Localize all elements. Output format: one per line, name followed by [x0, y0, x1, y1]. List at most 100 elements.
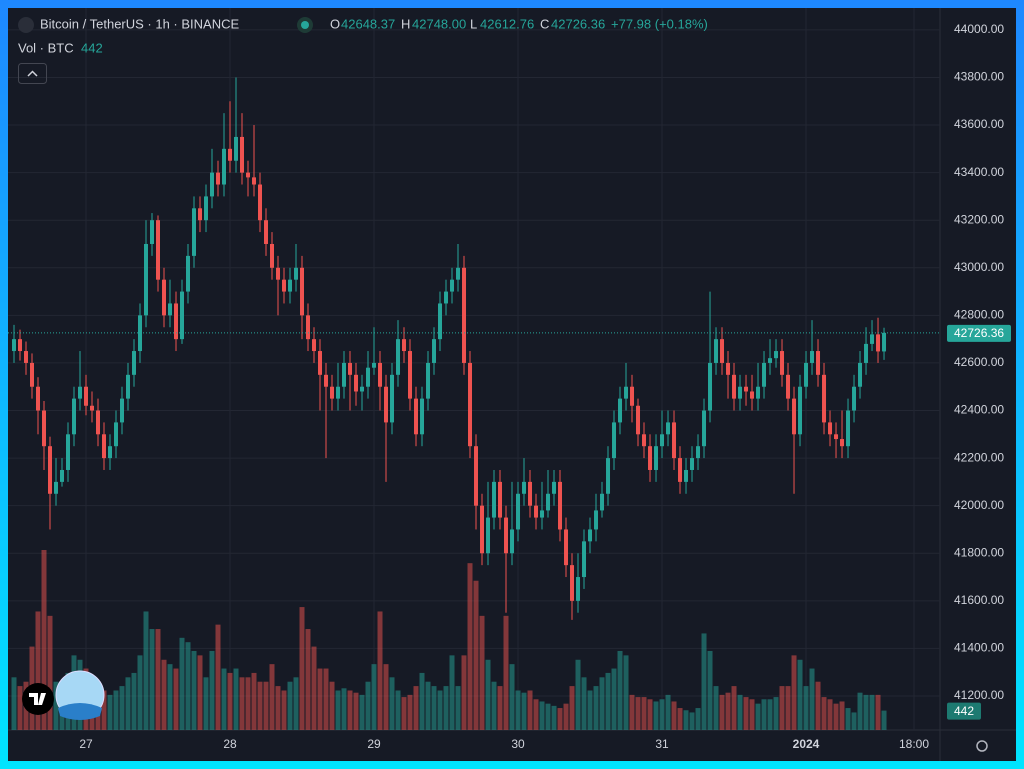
volume-bar	[17, 686, 23, 730]
volume-bar	[479, 615, 485, 730]
volume-bar	[797, 659, 803, 730]
y-tick-label: 41200.00	[954, 688, 1004, 702]
volume-legend-value: 442	[81, 40, 103, 55]
candle-body	[240, 136, 245, 173]
candle-body	[492, 481, 497, 518]
candle-body	[246, 172, 251, 178]
candle-body	[72, 398, 77, 435]
candle-body	[600, 493, 605, 511]
chart: 41200.00 41400.00 41600.00 41800.00 42000.00…	[8, 8, 1016, 761]
candle-body	[450, 279, 455, 292]
candle-body	[144, 243, 149, 316]
candle-body	[708, 362, 713, 411]
candle-body	[360, 386, 365, 392]
volume-bar	[719, 694, 725, 730]
x-tick-label: 30	[511, 737, 525, 751]
volume-bar	[689, 712, 695, 730]
candle-body	[672, 422, 677, 459]
candle-body	[126, 374, 131, 399]
candle-body	[36, 386, 41, 411]
volume-bar	[305, 629, 311, 730]
candle-body	[684, 469, 689, 482]
volume-bar	[863, 694, 869, 730]
volume-bar	[515, 690, 521, 730]
candle-body	[18, 339, 23, 352]
legend-value: 42648.37	[341, 16, 395, 31]
candle-body	[354, 374, 359, 392]
collapse-button[interactable]	[18, 63, 47, 84]
candle-body	[276, 267, 281, 280]
volume-bar	[545, 703, 551, 730]
candle-body	[726, 362, 731, 375]
candle-body	[630, 386, 635, 406]
legend-key: H	[401, 16, 410, 31]
volume-bar	[341, 688, 347, 730]
volume-bar	[521, 692, 527, 730]
candle-body	[270, 243, 275, 268]
symbol-title: Bitcoin / TetherUS · 1h · BINANCE	[40, 16, 239, 31]
x-tick-label: 18:00	[899, 737, 929, 751]
candle-body	[534, 505, 539, 518]
volume-bar	[125, 677, 131, 730]
volume-bar	[683, 710, 689, 730]
volume-bar	[533, 699, 539, 730]
volume-bar	[359, 694, 365, 730]
y-tick-label: 42800.00	[954, 308, 1004, 322]
volume-bar	[827, 699, 833, 730]
y-tick-label: 43600.00	[954, 117, 1004, 131]
volume-bar	[389, 677, 395, 730]
volume-bar	[575, 659, 581, 730]
candle-body	[54, 481, 59, 494]
volume-bar	[731, 686, 737, 730]
candle-body	[114, 422, 119, 447]
y-tick-label: 42400.00	[954, 403, 1004, 417]
candle-body	[564, 529, 569, 566]
candle-body	[792, 398, 797, 435]
candle-body	[462, 267, 467, 363]
candle-body	[876, 334, 881, 352]
candle-body	[408, 351, 413, 399]
legend-key: C	[540, 16, 549, 31]
symbol-icon	[18, 17, 34, 33]
candle-body	[822, 374, 827, 423]
candle-body	[738, 386, 743, 399]
volume-bar	[491, 681, 497, 730]
candle-body	[840, 439, 845, 447]
legend-change: +77.98 (+0.18%)	[611, 16, 708, 31]
candle-body	[834, 434, 839, 440]
candle-body	[294, 267, 299, 280]
candle-body	[768, 358, 773, 363]
y-tick-label: 42600.00	[954, 355, 1004, 369]
candle-body	[48, 446, 53, 494]
volume-bar	[311, 646, 317, 730]
candle-body	[162, 279, 167, 316]
volume-bar	[119, 686, 125, 730]
candle-body	[702, 410, 707, 447]
candle-body	[264, 220, 269, 244]
volume-bar	[875, 694, 881, 730]
volume-bar	[371, 664, 377, 730]
x-tick-label: 28	[223, 737, 237, 751]
candle-body	[12, 339, 17, 352]
volume-bar	[347, 690, 353, 730]
candle-body	[588, 529, 593, 542]
candle-body	[816, 351, 821, 375]
candle-body	[444, 291, 449, 304]
volume-bar	[809, 668, 815, 730]
volume-bar	[113, 690, 119, 730]
candle-body	[234, 136, 239, 161]
candle-body	[696, 446, 701, 459]
volume-bar	[461, 655, 467, 730]
volume-bar	[857, 692, 863, 730]
candle-body	[30, 362, 35, 387]
candle-body	[24, 351, 29, 363]
volume-bar	[593, 686, 599, 730]
candle-body	[798, 386, 803, 435]
settings-icon[interactable]	[976, 740, 988, 752]
candle-body	[720, 339, 725, 363]
candle-body	[654, 446, 659, 470]
candle-body	[852, 386, 857, 411]
candle-body	[258, 184, 263, 221]
status-dot	[301, 21, 309, 29]
volume-bar	[101, 690, 107, 730]
